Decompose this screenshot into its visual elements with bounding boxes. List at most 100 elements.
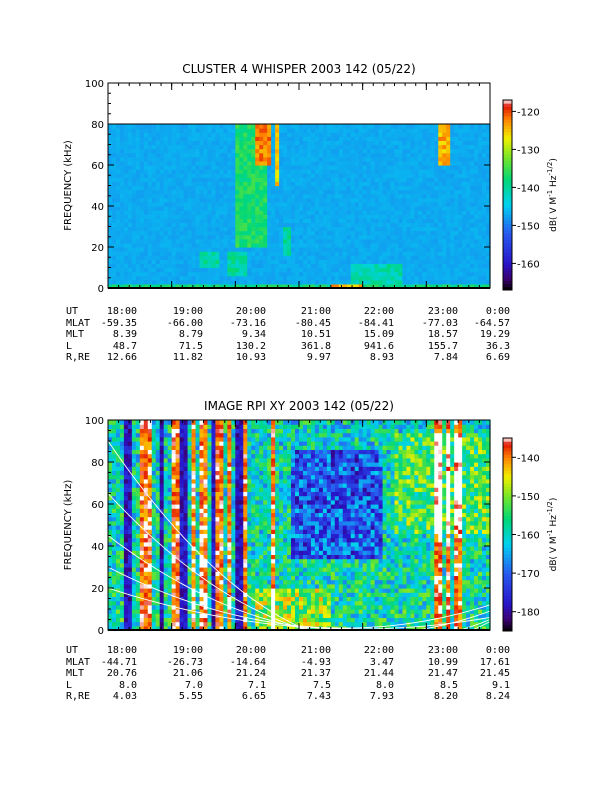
spectrogram-cell	[279, 128, 284, 133]
spectrogram-cell	[279, 157, 284, 162]
spectrogram-cell	[430, 251, 435, 256]
spectrogram-cell	[327, 214, 332, 219]
spectrogram-cell	[136, 508, 141, 513]
spectrogram-cell	[402, 227, 407, 232]
spectrogram-cell	[359, 276, 364, 281]
spectrogram-cell	[140, 613, 145, 618]
spectrogram-cell	[160, 424, 165, 429]
spectrogram-cell	[239, 251, 244, 256]
spectrogram-cell	[180, 268, 185, 273]
spectrogram-cell	[287, 165, 292, 170]
spectrogram-cell	[168, 181, 173, 186]
spectrogram-cell	[267, 243, 272, 248]
spectrogram-cell	[299, 181, 304, 186]
spectrogram-cell	[227, 132, 232, 137]
spectrogram-cell	[339, 222, 344, 227]
spectrogram-cell	[387, 218, 392, 223]
spectrogram-cell	[422, 161, 427, 166]
spectrogram-cell	[470, 136, 475, 141]
spectrogram-cell	[132, 198, 137, 203]
spectrogram-cell	[132, 161, 137, 166]
spectrogram-cell	[398, 276, 403, 281]
spectrogram-cell	[271, 161, 276, 166]
spectrogram-cell	[211, 243, 216, 248]
spectrogram-cell	[311, 247, 316, 252]
spectrogram-cell	[128, 458, 133, 463]
spectrogram-cell	[204, 263, 209, 268]
spectrogram-cell	[188, 259, 193, 264]
spectrogram-cell	[239, 198, 244, 203]
spectrogram-cell	[418, 243, 423, 248]
spectrogram-cell	[470, 214, 475, 219]
spectrogram-cell	[311, 218, 316, 223]
spectrogram-cell	[426, 268, 431, 273]
spectrogram-cell	[227, 194, 232, 199]
spectrogram-cell	[406, 222, 411, 227]
spectrogram-cell	[375, 263, 380, 268]
spectrogram-cell	[307, 153, 312, 158]
spectrogram-cell	[192, 222, 197, 227]
spectrogram-cell	[120, 198, 125, 203]
spectrogram-cell	[124, 483, 129, 488]
spectrogram-cell	[124, 470, 129, 475]
spectrogram-cell	[478, 186, 483, 191]
spectrogram-cell	[406, 243, 411, 248]
spectrogram-cell	[271, 247, 276, 252]
spectrogram-cell	[299, 259, 304, 264]
spectrogram-cell	[414, 186, 419, 191]
spectrogram-cell	[323, 276, 328, 281]
spectrogram-cell	[263, 218, 268, 223]
spectrogram-cell	[247, 136, 252, 141]
spectrogram-cell	[188, 153, 193, 158]
spectrogram-cell	[156, 251, 161, 256]
spectrogram-cell	[347, 239, 352, 244]
spectrogram-cell	[291, 280, 296, 285]
spectrogram-cell	[120, 222, 125, 227]
spectrogram-cell	[474, 251, 479, 256]
spectrogram-cell	[430, 124, 435, 129]
spectrogram-cell	[124, 181, 129, 186]
spectrogram-cell	[124, 145, 129, 150]
spectrogram-cell	[164, 177, 169, 182]
spectrogram-cell	[398, 280, 403, 285]
spectrogram-cell	[375, 276, 380, 281]
spectrogram-cell	[215, 280, 220, 285]
spectrogram-cell	[355, 194, 360, 199]
spectrogram-cell	[263, 227, 268, 232]
spectrogram-cell	[391, 268, 396, 273]
spectrogram-cell	[327, 157, 332, 162]
spectrogram-cell	[430, 247, 435, 252]
spectrogram-cell	[116, 605, 121, 610]
spectrogram-cell	[395, 169, 400, 174]
spectrogram-cell	[251, 136, 256, 141]
spectrogram-cell	[160, 622, 165, 627]
spectrogram-cell	[267, 165, 272, 170]
spectrogram-cell	[112, 546, 117, 551]
spectrogram-cell	[136, 538, 141, 543]
spectrogram-cell	[395, 222, 400, 227]
spectrogram-cell	[478, 173, 483, 178]
spectrogram-cell	[371, 145, 376, 150]
spectrogram-cell	[172, 462, 177, 467]
spectrogram-cell	[359, 263, 364, 268]
spectrogram-cell	[223, 251, 228, 256]
spectrogram-cell	[168, 433, 173, 438]
spectrogram-cell	[144, 458, 149, 463]
spectrogram-cell	[108, 259, 113, 264]
spectrogram-cell	[287, 198, 292, 203]
spectrogram-cell	[351, 231, 356, 236]
spectrogram-cell	[355, 227, 360, 232]
spectrogram-cell	[164, 169, 169, 174]
spectrogram-cell	[267, 231, 272, 236]
spectrogram-cell	[108, 592, 113, 597]
spectrogram-cell	[168, 231, 173, 236]
spectrogram-cell	[418, 255, 423, 260]
spectrogram-cell	[263, 263, 268, 268]
spectrogram-cell	[176, 508, 181, 513]
spectrogram-cell	[160, 466, 165, 471]
spectrogram-cell	[311, 177, 316, 182]
spectrogram-cell	[168, 454, 173, 459]
spectrogram-cell	[223, 272, 228, 277]
spectrogram-cell	[172, 251, 177, 256]
